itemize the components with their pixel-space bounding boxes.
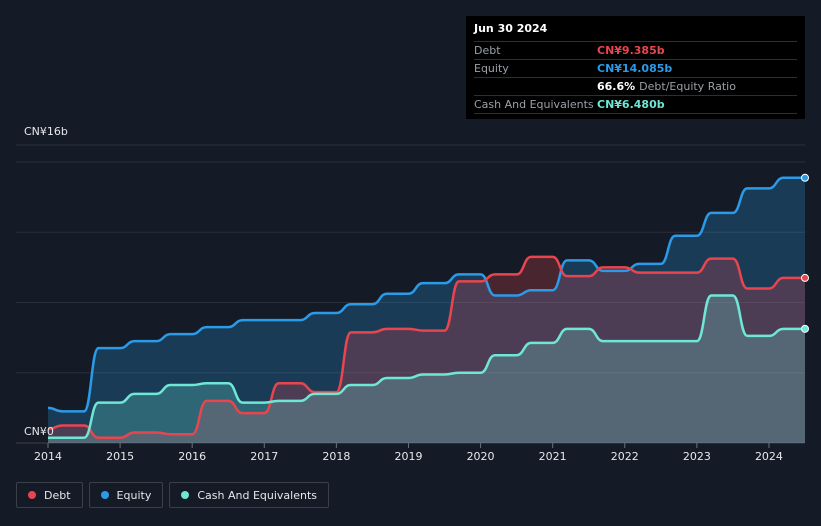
x-tick-label-2024: 2024: [755, 450, 783, 463]
chart-legend: Debt Equity Cash And Equivalents: [16, 482, 329, 508]
tooltip-cash-label: Cash And Equivalents: [474, 98, 594, 111]
legend-item-cash[interactable]: Cash And Equivalents: [169, 482, 329, 508]
legend-label-equity: Equity: [116, 488, 152, 502]
legend-dot-equity: [100, 491, 109, 499]
tooltip-date: Jun 30 2024: [474, 22, 548, 35]
legend-label-cash: Cash And Equivalents: [197, 488, 317, 502]
series-areas: [48, 177, 805, 443]
line-cash-and-equivalents: [48, 294, 805, 439]
legend-label-debt: Debt: [44, 488, 71, 502]
tooltip-row-cash: Cash And Equivalents CN¥6.480b: [474, 95, 797, 114]
legend-dot-cash: [181, 491, 190, 499]
data-tooltip: Jun 30 2024 Debt CN¥9.385b Equity CN¥14.…: [466, 16, 805, 119]
x-tick-label-2017: 2017: [250, 450, 278, 463]
x-tick-label-2021: 2021: [539, 450, 567, 463]
tooltip-row-equity: Equity CN¥14.085b: [474, 59, 797, 77]
y-axis-top-label: CN¥16b: [24, 125, 68, 138]
tooltip-row-ratio: 66.6% Debt/Equity Ratio: [474, 77, 797, 95]
area-cash-and-equivalents: [48, 295, 805, 443]
end-dot-equity: [801, 173, 809, 182]
legend-item-equity[interactable]: Equity: [88, 482, 164, 508]
grid-lines: [16, 144, 805, 444]
x-axis-ticks: 2014 2015 2016 2017 2018 2019 2020 2021 2022 2023…: [34, 443, 783, 463]
area-equity: [48, 177, 805, 443]
tooltip-ratio-percent: 66.6%: [597, 80, 636, 93]
end-dot-cash-and-equivalents: [801, 324, 809, 333]
tooltip-cash-value: CN¥6.480b: [597, 98, 665, 111]
end-dot-debt: [801, 273, 809, 282]
tooltip-equity-label: Equity: [474, 62, 509, 75]
series-lines: [47, 176, 805, 439]
x-tick-label-2015: 2015: [106, 450, 134, 463]
x-tick-label-2020: 2020: [467, 450, 495, 463]
x-tick-label-2023: 2023: [683, 450, 711, 463]
x-tick-label-2014: 2014: [34, 450, 62, 463]
x-tick-label-2016: 2016: [178, 450, 206, 463]
tooltip-row-debt: Debt CN¥9.385b: [474, 41, 797, 59]
line-equity: [47, 176, 805, 413]
series-end-dots: [801, 173, 809, 333]
tooltip-debt-value: CN¥9.385b: [597, 44, 665, 57]
y-axis-zero-label: CN¥0: [24, 425, 54, 438]
x-tick-label-2018: 2018: [322, 450, 350, 463]
x-tick-label-2019: 2019: [394, 450, 422, 463]
tooltip-debt-label: Debt: [474, 44, 501, 57]
x-tick-label-2022: 2022: [611, 450, 639, 463]
tooltip-ratio-text: Debt/Equity Ratio: [639, 80, 736, 93]
legend-item-debt[interactable]: Debt: [16, 482, 83, 508]
tooltip-equity-value: CN¥14.085b: [597, 62, 673, 75]
area-debt: [48, 256, 805, 443]
legend-dot-debt: [28, 491, 36, 499]
line-debt: [47, 255, 805, 439]
